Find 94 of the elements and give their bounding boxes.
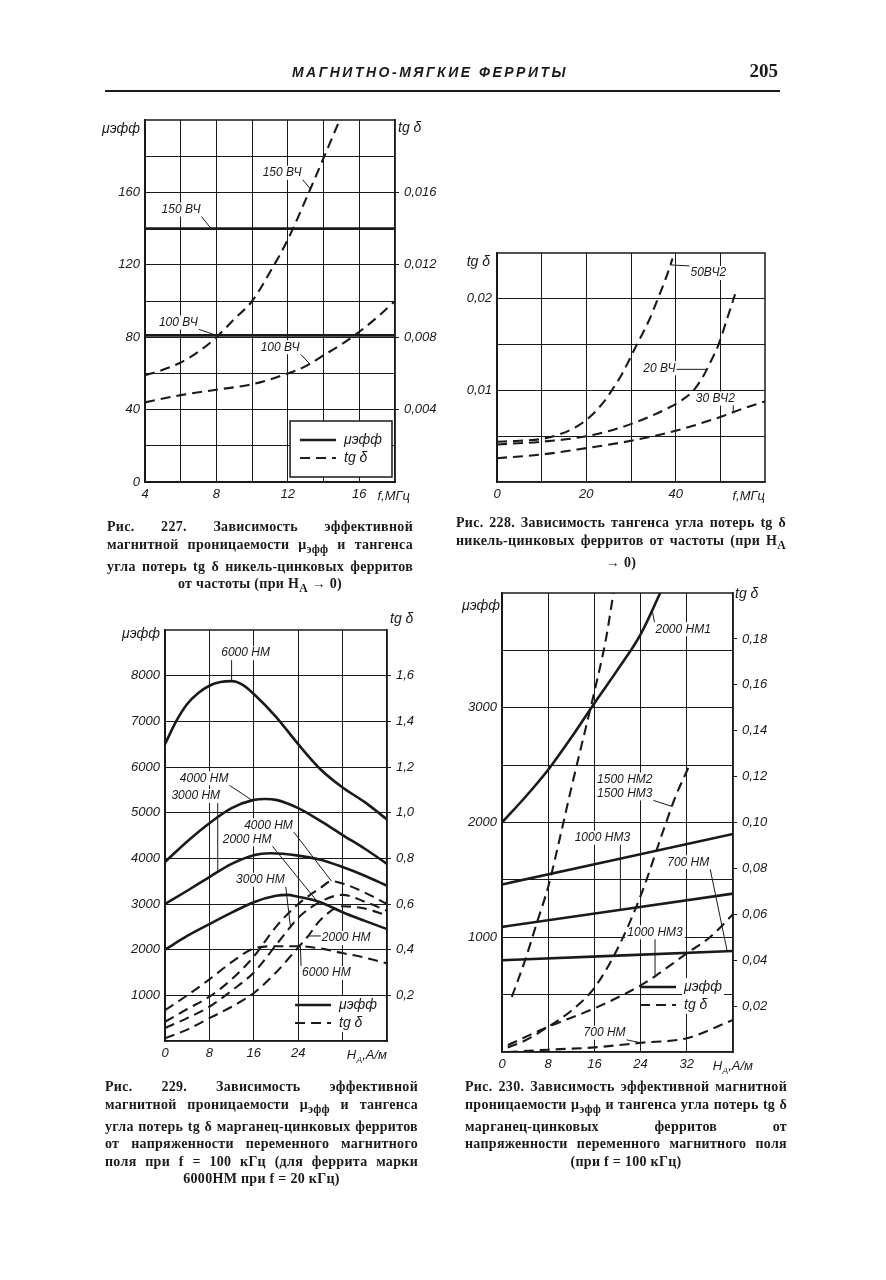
y-tick-label: 0 [132,473,141,489]
legend-label: tg δ [339,1013,363,1030]
chart-title: Рис. 228. Зависимость тангенса угла потерь tg δ никель-цинковых ферритов от частоты (при H$_{A}$ → 0) [456,515,786,570]
x-axis-title: f,МГц [732,488,766,503]
annotation: 1000 НМ3 [574,830,631,845]
x-tick-label: 40 [668,486,684,502]
y2-axis-title: tg δ [390,610,414,626]
y-tick-label: 80 [125,328,141,344]
legend-label: tg δ [684,995,708,1012]
annotation: 3000 НМ [171,788,221,803]
annotation: 3000 НМ [236,872,285,887]
x-tick-label: 8 [205,1045,214,1061]
annotation: 30 ВЧ2 [695,390,736,405]
y-axis-title: tg δ [466,253,491,269]
annotation: 100 ВЧ [158,314,199,329]
legend-label: μэфф [338,995,378,1012]
y2-tick-label: 0,2 [396,986,415,1002]
x-tick-label: 4 [141,486,149,502]
y-tick-label: 8000 [131,667,161,683]
annotation: 100 ВЧ [260,339,301,354]
annotation: 700 НМ [667,854,710,869]
text: 205 [749,60,778,82]
x-tick-label: 24 [289,1045,306,1061]
y-tick-label: 7000 [131,712,161,728]
y2-tick-label: 0,016 [404,184,438,200]
y-tick-label: 0,01 [466,382,492,398]
y2-tick-label: 0,18 [742,630,769,646]
y2-tick-label: 0,004 [404,401,437,417]
y2-tick-label: 0,008 [404,328,438,344]
x-axis-title: f,МГц [377,488,411,503]
annotation: 150 ВЧ [262,165,303,180]
legend-label: μэфф [343,430,383,447]
y2-tick-label: 0,08 [742,860,769,876]
y2-tick-label: 0,12 [742,768,769,784]
y-tick-label: 3000 [468,699,498,715]
x-tick-label: 8 [212,486,221,502]
x-tick-label: 16 [246,1045,262,1061]
y-tick-label: 40 [125,401,141,417]
legend-label: tg δ [344,448,368,465]
y-tick-label: 160 [118,184,141,200]
y2-tick-label: 0,012 [404,256,438,272]
y-tick-label: 1000 [468,928,498,944]
y2-tick-label: 0,6 [396,895,415,911]
x-tick-label: 20 [578,486,595,502]
y2-tick-label: 1,6 [396,667,415,683]
y2-tick-label: 1,4 [396,712,415,728]
annotation: 50ВЧ2 [690,265,727,280]
y-tick-label: 0,02 [466,290,493,306]
y2-axis-title: tg δ [398,119,422,135]
y2-tick-label: 0,10 [742,814,769,830]
y-tick-label: 5000 [131,804,161,820]
y-tick-label: 2000 [130,941,161,957]
x-tick-label: 16 [352,486,368,502]
y2-tick-label: 0,16 [742,676,769,692]
y-axis-title: μэфф [461,597,501,613]
y2-tick-label: 0,8 [396,849,415,865]
x-tick-label: 24 [632,1056,648,1072]
y2-axis-title: tg δ [735,585,759,601]
y-tick-label: 2000 [467,814,498,830]
y-tick-label: 120 [118,256,141,272]
annotation: 6000 НМ [221,645,270,660]
annotation: 20 ВЧ [642,360,677,375]
y-tick-label: 4000 [131,849,161,865]
y2-tick-label: 0,4 [396,941,415,957]
text: МАГНИТНО-МЯГКИЕ ФЕРРИТЫ [290,64,570,80]
legend-label: μэфф [683,977,723,994]
y2-tick-label: 1,0 [396,804,415,820]
y-tick-label: 6000 [131,758,161,774]
y-tick-label: 3000 [131,895,161,911]
y2-tick-label: 0,02 [742,997,769,1013]
text: Рис. 229. Зависимость эффективной магнитной проницаемости μ$_{эфф}$ и тангенса угла потерь tg δ марганец-цинковых ферритов от напряженности переменного магнитного поля при f = 100 кГц (для феррита марки 6000НМ при f = 20 кГц) [105,1078,418,1188]
text: Рис. 230. Зависимость эффективной магнитной проницаемости μ$_{эфф}$ и тангенса угла потерь tg δ марганец-цинковых ферритов от напряженности переменного магнитного поля (при f = 100 кГц) [465,1078,787,1171]
annotation: 4000 НМ [244,817,293,832]
y-tick-label: 1000 [131,986,161,1002]
annotation: 2000 НМ [221,831,272,846]
annotation: 700 НМ [583,1025,626,1040]
y-axis-title: μэфф [121,625,161,641]
y-axis-title: μэфф [101,120,141,136]
annotation: 150 ВЧ [161,201,202,216]
text: Рис. 227. Зависимость эффективной магнитной проницаемости μ$_{эфф}$ и тангенса угла потерь tg δ никель-цинковых ферритов от частоты (при H$_{A}$ → 0) [107,518,413,598]
x-tick-label: 32 [679,1056,695,1072]
annotation: 6000 НМ [302,965,351,980]
y2-tick-label: 0,04 [742,951,768,967]
annotation: 2000 НМ1 [654,621,711,636]
annotation: 1000 НМ3 [627,924,684,939]
annotation: 1500 НМ2 1500 НМ3 [597,771,653,800]
y2-tick-label: 0,14 [742,722,768,738]
x-tick-label: 16 [587,1056,603,1072]
x-tick-label: 12 [280,486,296,502]
y2-tick-label: 1,2 [396,758,415,774]
y2-tick-label: 0,06 [742,905,769,921]
annotation: 2000 НМ [320,930,371,945]
x-tick-label: 8 [544,1056,553,1072]
annotation: 4000 НМ [179,770,229,785]
